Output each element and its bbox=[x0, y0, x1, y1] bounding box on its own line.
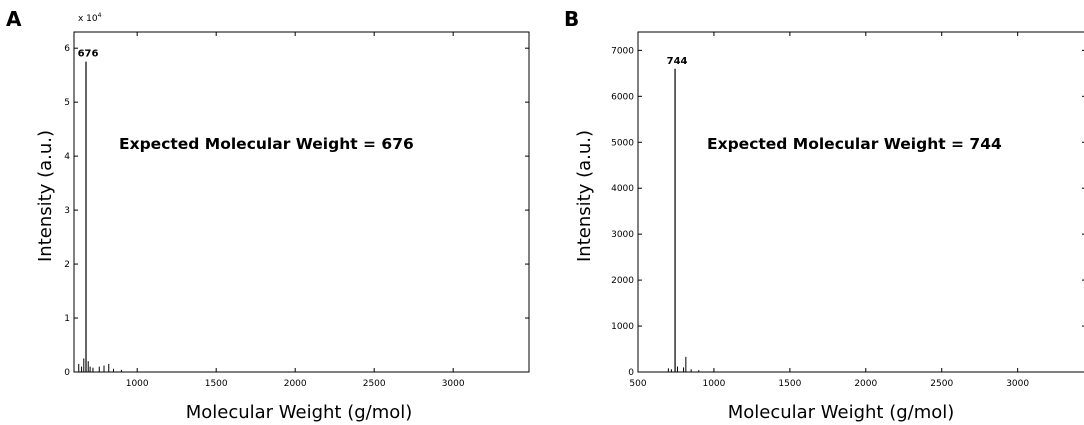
y-tick-label-b: 6000 bbox=[611, 92, 634, 102]
y-tick-label-b: 7000 bbox=[611, 46, 634, 56]
x-tick-label-a: 1000 bbox=[126, 379, 149, 389]
plot-frame-b bbox=[637, 31, 1084, 373]
peak-label-b: 744 bbox=[667, 56, 688, 67]
y-tick-label-b: 1000 bbox=[611, 322, 634, 332]
x-axis-label-b: Molecular Weight (g/mol) bbox=[728, 402, 955, 423]
x-tick-label-b: 2000 bbox=[854, 379, 877, 389]
plot-frame-a bbox=[73, 31, 530, 373]
y-multiplier-base: x 10 bbox=[78, 14, 98, 24]
chart-b-svg: B Intensity (a.u.) Molecular Weight (g/m… bbox=[564, 7, 1084, 423]
y-tick-label-a: 6 bbox=[64, 44, 70, 54]
x-tick-label-a: 3000 bbox=[442, 379, 465, 389]
y-tick-label-b: 4000 bbox=[611, 184, 634, 194]
x-tick-label-a: 1500 bbox=[205, 379, 228, 389]
chart-a-svg: A x 104 Intensity (a.u.) Molecular Weigh… bbox=[6, 7, 530, 423]
x-tick-label-a: 2000 bbox=[284, 379, 307, 389]
y-multiplier-a: x 104 bbox=[78, 12, 102, 24]
y-multiplier-exp: 4 bbox=[98, 12, 102, 19]
y-tick-label-b: 0 bbox=[628, 368, 634, 378]
y-tick-label-a: 0 bbox=[64, 368, 70, 378]
y-tick-label-a: 4 bbox=[64, 152, 70, 162]
x-tick-label-a: 2500 bbox=[363, 379, 386, 389]
y-tick-label-b: 5000 bbox=[611, 138, 634, 148]
panel-letter-b: B bbox=[564, 7, 579, 31]
y-axis-label-a: Intensity (a.u.) bbox=[35, 130, 56, 262]
x-tick-label-b: 3000 bbox=[1006, 379, 1029, 389]
y-tick-label-a: 1 bbox=[64, 314, 70, 324]
annotation-b: Expected Molecular Weight = 744 bbox=[707, 135, 1002, 153]
y-tick-label-a: 5 bbox=[64, 98, 70, 108]
x-tick-label-b: 1000 bbox=[702, 379, 725, 389]
y-tick-label-b: 3000 bbox=[611, 230, 634, 240]
x-tick-label-b: 2500 bbox=[930, 379, 953, 389]
x-tick-label-b: 500 bbox=[629, 379, 646, 389]
peak-label-a: 676 bbox=[78, 49, 99, 60]
y-tick-label-a: 2 bbox=[64, 260, 70, 270]
panel-letter-a: A bbox=[6, 7, 22, 31]
chart-panel-a: A x 104 Intensity (a.u.) Molecular Weigh… bbox=[6, 7, 530, 423]
y-axis-label-b: Intensity (a.u.) bbox=[574, 130, 595, 262]
y-tick-label-a: 3 bbox=[64, 206, 70, 216]
chart-panel-b: B Intensity (a.u.) Molecular Weight (g/m… bbox=[542, 0, 1084, 425]
x-tick-label-b: 1500 bbox=[778, 379, 801, 389]
x-axis-label-a: Molecular Weight (g/mol) bbox=[186, 402, 413, 423]
y-tick-label-b: 2000 bbox=[611, 276, 634, 286]
annotation-a: Expected Molecular Weight = 676 bbox=[119, 135, 414, 153]
